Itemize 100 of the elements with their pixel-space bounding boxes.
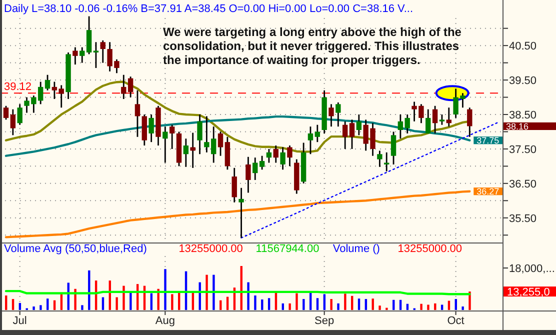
candlestick bbox=[426, 108, 431, 134]
candlestick bbox=[80, 46, 85, 64]
candlestick bbox=[162, 126, 168, 164]
bar bbox=[40, 305, 42, 310]
line-series bbox=[4, 115, 471, 157]
candlestick bbox=[246, 156, 251, 194]
bar bbox=[337, 303, 340, 310]
candlestick bbox=[238, 187, 244, 239]
candlestick bbox=[446, 106, 452, 128]
text: 11567944.00 bbox=[256, 243, 320, 255]
chart-title: Daily L=38.10 -0.06 -0.16% B=37.91 A=38.45 O=0.00 Hi=0.00 Lo=0.00 C=38.16 V... bbox=[4, 3, 414, 15]
candlestick bbox=[190, 132, 196, 169]
bar bbox=[330, 299, 332, 310]
candlestick bbox=[349, 118, 355, 150]
bar bbox=[5, 295, 8, 310]
candlestick bbox=[58, 84, 64, 108]
annotation: We were targeting a long entry above the high of the consolidation, but it never triggered. This illustrates the importance of waiting for proper triggers. bbox=[163, 25, 462, 67]
y-tick-label: 38.50 bbox=[509, 109, 537, 122]
candlestick bbox=[467, 106, 472, 138]
candlestick bbox=[44, 74, 50, 92]
bar bbox=[351, 296, 354, 310]
bar bbox=[164, 269, 166, 310]
bar bbox=[81, 305, 84, 310]
y-tick-label: 35.50 bbox=[509, 212, 537, 225]
bar bbox=[288, 303, 291, 310]
bar bbox=[364, 299, 368, 310]
bar bbox=[454, 299, 457, 310]
bar bbox=[323, 294, 326, 310]
data-label: 36.27 bbox=[476, 186, 500, 197]
candlestick bbox=[356, 114, 362, 136]
bar bbox=[378, 306, 381, 310]
candlestick bbox=[273, 144, 278, 164]
x-tick-label: Jul bbox=[12, 315, 27, 327]
candlestick bbox=[72, 46, 78, 66]
candlestick bbox=[432, 105, 438, 134]
y-tick-label: 36.50 bbox=[509, 178, 537, 190]
candlestick bbox=[93, 41, 99, 69]
bar bbox=[434, 303, 436, 310]
data-label: 37.75 bbox=[476, 136, 500, 146]
bar bbox=[296, 293, 298, 310]
bar bbox=[212, 274, 215, 310]
candlestick bbox=[169, 124, 175, 150]
bar bbox=[122, 286, 125, 310]
candlestick bbox=[314, 124, 320, 143]
candlestick bbox=[280, 146, 286, 170]
candlestick bbox=[121, 74, 126, 100]
bar bbox=[157, 288, 160, 310]
bar bbox=[302, 299, 305, 310]
bar bbox=[468, 292, 471, 310]
chart-title: Volume Avg (50,50,blue,Red) bbox=[4, 243, 147, 255]
candlestick bbox=[10, 108, 16, 136]
y-tick-label: 39.50 bbox=[509, 75, 537, 88]
candlestick bbox=[384, 152, 390, 172]
bar bbox=[372, 298, 374, 310]
candlestick bbox=[259, 155, 265, 170]
candlestick bbox=[287, 144, 292, 167]
bar bbox=[171, 294, 174, 310]
candlestick bbox=[218, 131, 224, 157]
candlestick bbox=[17, 103, 22, 126]
bar bbox=[268, 298, 270, 310]
line-series bbox=[4, 190, 471, 238]
bar bbox=[18, 302, 22, 310]
bar bbox=[150, 293, 153, 310]
candlestick bbox=[404, 114, 410, 134]
bar bbox=[316, 298, 319, 310]
label-tag: 13,255,0 bbox=[503, 286, 556, 299]
x-tick-label: Aug bbox=[155, 315, 175, 327]
x-tick-label: Sep bbox=[314, 315, 334, 327]
ref-line-label: 39.12 bbox=[4, 81, 32, 94]
bar bbox=[399, 300, 402, 310]
bar bbox=[254, 295, 256, 310]
bar bbox=[102, 297, 104, 310]
bar bbox=[226, 296, 229, 310]
y-tick-label: 37.50 bbox=[509, 144, 537, 156]
bar bbox=[392, 300, 395, 310]
bar bbox=[206, 274, 208, 310]
candlestick bbox=[183, 138, 189, 168]
candlestick bbox=[439, 114, 445, 126]
bar bbox=[32, 306, 35, 310]
text: 13255000.00 bbox=[398, 243, 462, 255]
text: 13255000.00 bbox=[178, 243, 243, 255]
candlestick bbox=[390, 131, 396, 166]
bar bbox=[12, 299, 14, 310]
candlestick bbox=[328, 103, 334, 128]
bar bbox=[440, 304, 444, 310]
bar bbox=[261, 299, 264, 310]
bar bbox=[282, 303, 284, 310]
bar bbox=[427, 304, 430, 310]
candlestick bbox=[266, 148, 272, 164]
label-tag: 36.27 bbox=[474, 186, 503, 197]
candlestick bbox=[148, 114, 154, 143]
label-tag: 37.75 bbox=[474, 136, 503, 146]
bar bbox=[247, 282, 250, 310]
bar bbox=[358, 298, 360, 310]
text: Volume () bbox=[332, 243, 380, 255]
line-series bbox=[240, 122, 498, 238]
candlestick bbox=[308, 126, 314, 155]
bar bbox=[46, 298, 49, 310]
candlestick bbox=[197, 114, 202, 155]
bar bbox=[420, 304, 422, 310]
